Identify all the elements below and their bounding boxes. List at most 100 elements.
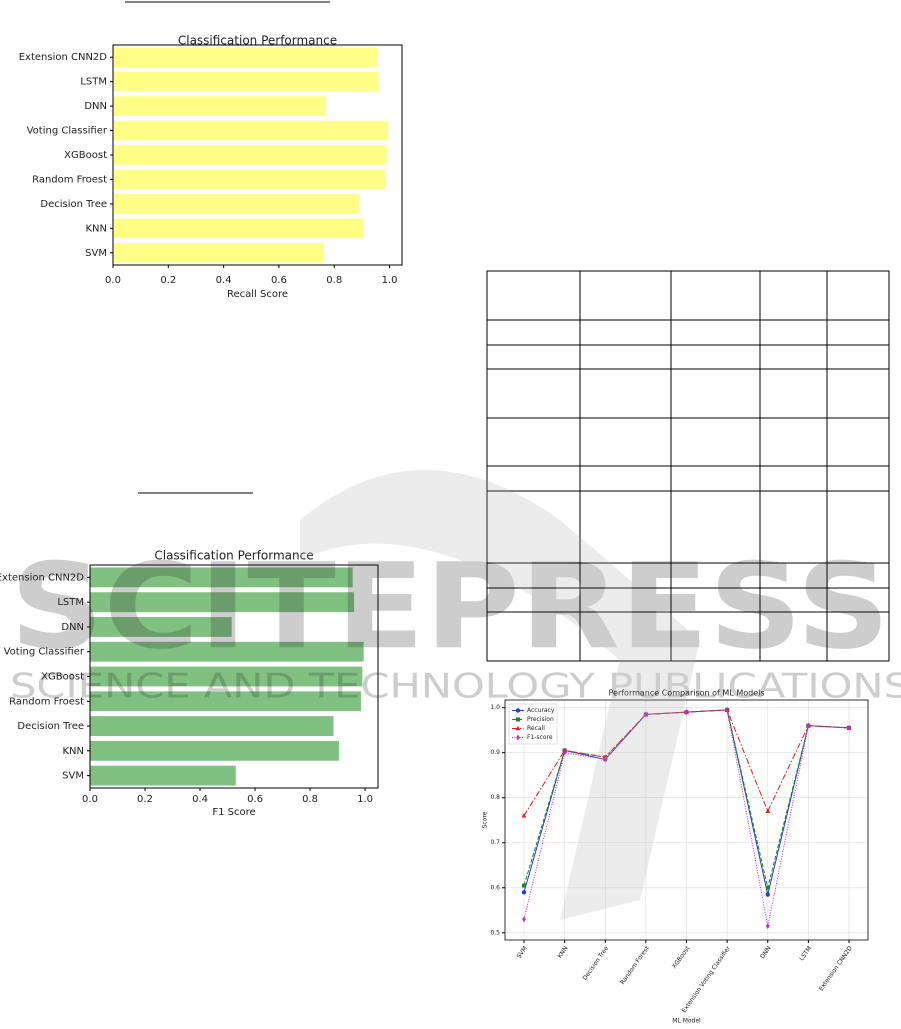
point [521,890,527,895]
bar [113,145,387,165]
x-tick-label: 0.0 [82,794,98,805]
y-tick-label: 0.7 [490,839,500,846]
y-tick-label: 0.9 [490,749,500,756]
chart-title: Performance Comparison of ML Models [608,689,764,698]
y-tick-label: 1.0 [490,704,500,711]
x-tick-label: LSTM [798,945,813,962]
y-tick-label: Random Froest [9,696,84,707]
legend-label: Recall [527,725,545,732]
bar [90,592,355,613]
point [522,883,526,888]
bar [90,641,364,662]
y-tick-label: Voting Classifier [4,647,85,658]
x-tick-label: Random Forest [619,944,651,986]
x-tick-label: Decision Tree [581,945,610,982]
plot-frame [504,699,869,941]
y-tick-label: Extension CNN2D [0,572,84,583]
point [516,734,520,741]
x-axis-label: F1 Score [212,807,255,818]
x-axis-label: Recall Score [227,289,288,300]
x-tick-label: XGBoost [671,944,692,970]
bar [90,617,232,637]
y-tick-label: 0.6 [490,884,500,891]
x-tick-label: SVM [516,945,529,960]
y-tick-label: Decision Tree [40,199,107,210]
watermark-title: SCITEPRESS [10,537,890,675]
bar [113,218,364,239]
y-tick-label: LSTM [80,77,107,88]
x-tick-label: 0.2 [160,275,176,286]
y-tick-label: Random Froest [32,174,107,185]
bar [90,716,334,736]
x-tick-label: 0.4 [216,275,232,286]
bar [90,765,236,786]
point [515,725,521,731]
y-tick-label: 0.8 [490,794,500,801]
legend-label: Precision [527,716,554,723]
bar [113,71,379,92]
bar [90,666,363,687]
point [515,708,521,713]
y-axis-label: Score [482,811,489,828]
chart-title: Classification Performance [154,549,313,563]
y-tick-label: KNN [62,746,84,757]
x-tick-label: 0.8 [326,275,342,286]
bar [113,169,386,190]
x-tick-label: 0.6 [271,275,287,286]
bar [113,243,324,263]
bar [113,96,326,116]
watermark-subtitle: SCIENCE AND TECHNOLOGY PUBLICATIONS [10,667,901,707]
point [765,892,770,897]
y-tick-label: Decision Tree [17,721,84,732]
y-tick-label: XGBoost [41,672,84,683]
y-tick-label: SVM [85,248,107,259]
y-tick-label: XGBoost [64,150,107,161]
x-tick-label: 0.4 [192,794,208,805]
y-tick-label: Voting Classifier [27,126,108,137]
table-grid [487,271,889,661]
x-tick-label: 0.6 [247,794,263,805]
point [644,711,648,718]
bar [113,47,378,67]
plot-frame [89,564,379,789]
plot-frame [112,44,403,266]
point [847,724,851,731]
y-tick-label: SVM [62,771,84,782]
series-line [523,709,850,927]
point [603,756,608,763]
point [765,808,771,814]
y-tick-label: 0.5 [490,929,500,936]
bar [90,691,361,712]
y-tick-label: DNN [61,622,84,633]
y-tick-label: DNN [84,101,107,112]
x-tick-label: DNN [759,945,773,960]
point [521,813,527,818]
point [562,749,567,756]
series-line [523,709,850,816]
x-tick-label: Extension CNN2D [818,945,854,993]
point [765,885,770,890]
x-tick-label: 1.0 [357,794,373,805]
point [516,717,520,722]
x-axis-label: ML Model [672,1018,701,1025]
point [765,923,770,930]
x-tick-label: KNN [556,945,569,960]
bar [90,740,339,761]
bar [113,194,360,214]
point [522,916,526,923]
bar [90,567,353,588]
point [725,706,729,713]
point [806,722,811,729]
x-tick-label: 0.8 [302,794,318,805]
legend-label: F1-score [527,734,553,741]
point [684,709,689,716]
y-tick-label: LSTM [57,597,84,608]
table [486,270,890,662]
legend-label: Accuracy [527,707,555,714]
chart-title: Classification Performance [178,34,337,48]
watermark-swoosh [300,470,700,920]
x-tick-label: 0.0 [105,275,121,286]
x-tick-label: Extension Voting Classifier [681,945,733,1015]
